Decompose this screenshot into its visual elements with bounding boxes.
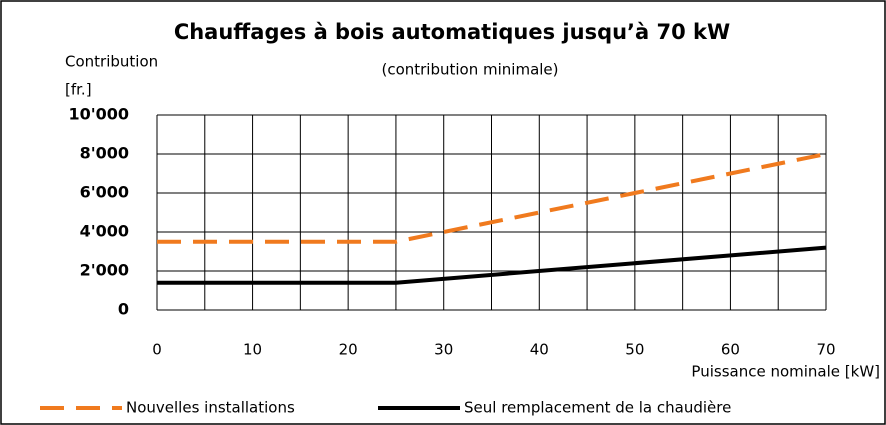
y-tick-label: 8'000 <box>80 144 129 163</box>
y-tick-label: 6'000 <box>80 183 129 202</box>
x-tick-label: 70 <box>816 341 835 359</box>
chart-title: Chauffages à bois automatiques jusqu’à 7… <box>174 20 730 44</box>
series-line <box>157 245 827 285</box>
x-tick-label: 30 <box>434 341 453 359</box>
legend-label: Nouvelles installations <box>126 399 295 417</box>
chart-subtitle: (contribution minimale) <box>381 61 558 79</box>
y-tick-label: 4'000 <box>80 222 129 241</box>
y-axis-label: [fr.] <box>65 81 92 99</box>
y-axis-label: Contribution <box>65 53 158 71</box>
y-tick-label: 0 <box>118 300 129 319</box>
x-tick-label: 50 <box>625 341 644 359</box>
x-axis-label: Puissance nominale [kW] <box>691 363 880 381</box>
x-tick-label: 60 <box>721 341 740 359</box>
y-tick-label: 10'000 <box>68 105 129 124</box>
series-line <box>157 152 827 244</box>
x-tick-label: 10 <box>243 341 262 359</box>
x-tick-label: 20 <box>339 341 358 359</box>
x-tick-label: 0 <box>152 341 162 359</box>
y-tick-label: 2'000 <box>80 261 129 280</box>
x-tick-label: 40 <box>530 341 549 359</box>
legend-label: Seul remplacement de la chaudière <box>464 399 731 417</box>
